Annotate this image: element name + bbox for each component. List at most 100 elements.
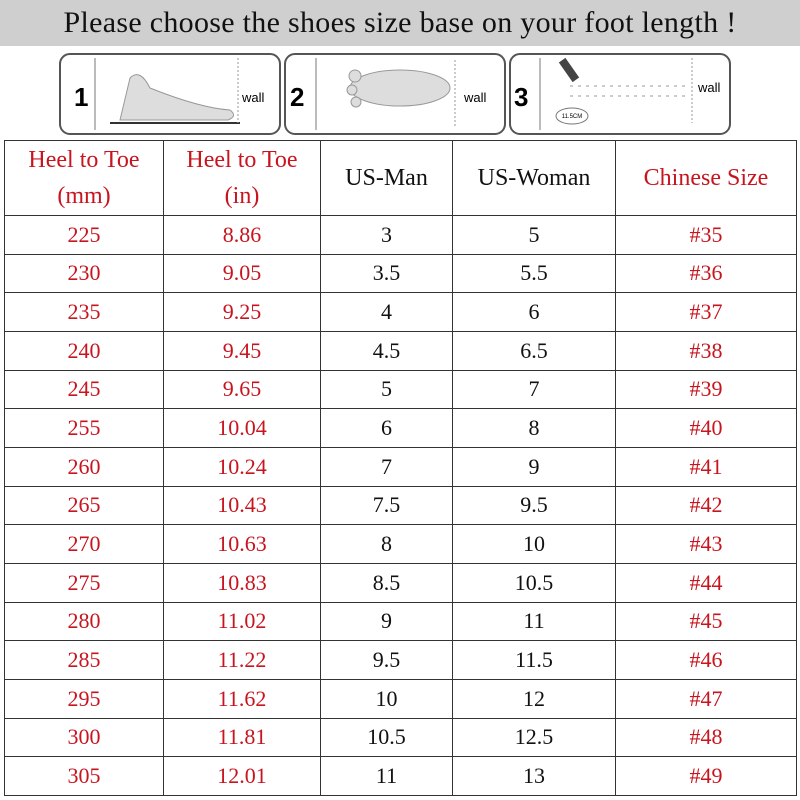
header-line: Heel to Toe: [186, 147, 298, 173]
table-cell: 10.43: [163, 485, 321, 526]
table-row: 255 10.04 6 8 #40: [4, 408, 797, 448]
header-cell: US-Woman: [452, 140, 616, 216]
table-cell: 260: [4, 446, 164, 487]
table-cell: #38: [615, 330, 797, 371]
table-cell: 300: [4, 717, 164, 758]
table-cell: 10.63: [163, 524, 321, 564]
table-cell: 11.5: [452, 640, 616, 680]
header-line: (in): [224, 183, 260, 209]
header-line: US-Man: [345, 165, 428, 191]
table-cell: 10.5: [452, 562, 616, 603]
table-cell: 11.22: [163, 640, 321, 680]
table-cell: 11.02: [163, 601, 321, 642]
table-cell: 9.65: [163, 369, 321, 410]
table-cell: 5: [320, 369, 453, 410]
step-3: 3 11.5CM wall: [509, 53, 731, 135]
table-cell: 7: [320, 446, 453, 487]
size-table: Heel to Toe (mm) Heel to Toe (in) US-Man US-W…: [4, 140, 797, 796]
table-cell: #37: [615, 292, 797, 332]
table-cell: 5: [452, 215, 616, 255]
table-row: 235 9.25 4 6 #37: [4, 292, 797, 332]
table-cell: #36: [615, 253, 797, 294]
table-cell: 7: [452, 369, 616, 410]
table-cell: 8: [320, 524, 453, 564]
table-cell: 12.5: [452, 717, 616, 758]
table-cell: 275: [4, 562, 164, 603]
table-cell: 7.5: [320, 485, 453, 526]
table-cell: 10.5: [320, 717, 453, 758]
header-cell: Heel to Toe (in): [163, 140, 321, 216]
table-cell: 295: [4, 678, 164, 719]
table-cell: 240: [4, 330, 164, 371]
table-cell: 4: [320, 292, 453, 332]
table-cell: 12: [452, 678, 616, 719]
table-cell: 3: [320, 215, 453, 255]
ruler-label: 11.5CM: [562, 114, 583, 120]
table-cell: 11.81: [163, 717, 321, 758]
table-cell: 235: [4, 292, 164, 332]
step-illustrations: 1 wall 2 wall 3: [59, 53, 731, 135]
table-cell: 10.04: [163, 408, 321, 448]
table-row: 245 9.65 5 7 #39: [4, 369, 797, 410]
table-cell: 5.5: [452, 253, 616, 294]
table-cell: 245: [4, 369, 164, 410]
table-cell: 280: [4, 601, 164, 642]
table-cell: 9.25: [163, 292, 321, 332]
header-line: (mm): [57, 183, 111, 209]
table-cell: #49: [615, 756, 797, 796]
table-row: 225 8.86 3 5 #35: [4, 215, 797, 255]
steps: 1 wall 2 wall 3: [0, 48, 800, 140]
table-cell: 10: [320, 678, 453, 719]
table-cell: #35: [615, 215, 797, 255]
table-cell: 11.62: [163, 678, 321, 719]
table-row: 270 10.63 8 10 #43: [4, 524, 797, 564]
wall-label: wall: [241, 90, 265, 105]
table-cell: 6: [452, 292, 616, 332]
table-cell: 10.83: [163, 562, 321, 603]
table-cell: 255: [4, 408, 164, 448]
table-row: 300 11.81 10.5 12.5 #48: [4, 717, 797, 758]
header-cell: Chinese Size: [615, 140, 797, 216]
table-cell: #47: [615, 678, 797, 719]
table-cell: #40: [615, 408, 797, 448]
table-cell: 10.24: [163, 446, 321, 487]
table-row: 240 9.45 4.5 6.5 #38: [4, 330, 797, 371]
step-number: 1: [74, 82, 88, 112]
table-row: 305 12.01 11 13 #49: [4, 756, 797, 796]
table-cell: 10: [452, 524, 616, 564]
table-cell: 270: [4, 524, 164, 564]
table-cell: 9: [320, 601, 453, 642]
table-cell: #39: [615, 369, 797, 410]
table-cell: 265: [4, 485, 164, 526]
table-row: 285 11.22 9.5 11.5 #46: [4, 640, 797, 680]
table-row: 280 11.02 9 11 #45: [4, 601, 797, 642]
table-cell: 6.5: [452, 330, 616, 371]
step-2: 2 wall: [284, 53, 506, 135]
table-cell: 8.5: [320, 562, 453, 603]
wall-label: wall: [463, 90, 487, 105]
table-cell: 4.5: [320, 330, 453, 371]
step-number: 3: [514, 82, 528, 112]
table-row: 230 9.05 3.5 5.5 #36: [4, 253, 797, 294]
wall-label: wall: [697, 80, 721, 95]
table-cell: 12.01: [163, 756, 321, 796]
table-row: 295 11.62 10 12 #47: [4, 678, 797, 719]
table-row: 275 10.83 8.5 10.5 #44: [4, 562, 797, 603]
table-cell: #41: [615, 446, 797, 487]
table-row: 260 10.24 7 9 #41: [4, 446, 797, 487]
table-cell: 8: [452, 408, 616, 448]
header-line: Chinese Size: [643, 165, 769, 191]
table-cell: 9.5: [452, 485, 616, 526]
table-cell: #43: [615, 524, 797, 564]
table-cell: 230: [4, 253, 164, 294]
table-cell: 305: [4, 756, 164, 796]
table-cell: #48: [615, 717, 797, 758]
table-cell: #45: [615, 601, 797, 642]
table-cell: 3.5: [320, 253, 453, 294]
table-row: 265 10.43 7.5 9.5 #42: [4, 485, 797, 526]
header-line: US-Woman: [477, 165, 591, 191]
table-cell: 285: [4, 640, 164, 680]
table-cell: 9.05: [163, 253, 321, 294]
table-cell: #44: [615, 562, 797, 603]
table-cell: 13: [452, 756, 616, 796]
